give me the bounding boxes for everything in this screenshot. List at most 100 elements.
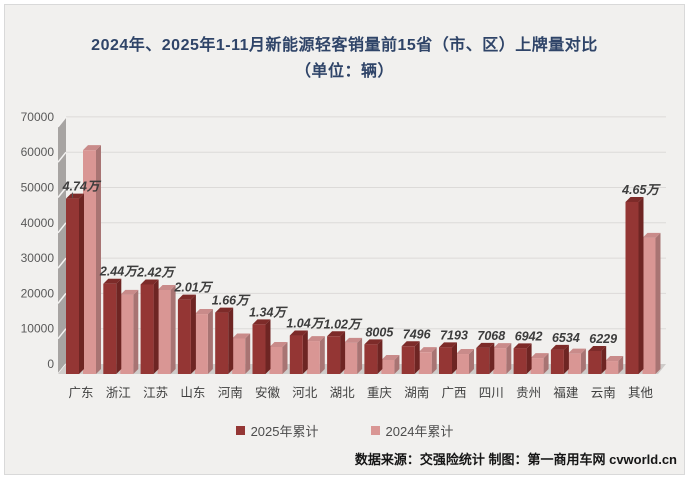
bar-2024-7-top bbox=[344, 337, 363, 343]
bar-2025-9 bbox=[401, 341, 420, 374]
chart-legend: 2025年累计 2024年累计 bbox=[0, 421, 689, 440]
bar-2024-13-side bbox=[580, 348, 586, 374]
bar-2025-7 bbox=[327, 331, 346, 374]
y-axis-label-10000: 10000 bbox=[21, 322, 55, 336]
value-label-4: 1.66万 bbox=[212, 294, 251, 308]
bar-group-12: 6942 bbox=[513, 329, 549, 374]
bar-2025-6-top bbox=[289, 330, 308, 336]
wall-tick-20000 bbox=[57, 292, 67, 304]
source-note: 数据来源：交强险统计 制图：第一商用车网 cvworld.cn bbox=[354, 452, 677, 467]
bar-group-15: 4.65万 bbox=[621, 183, 661, 374]
value-label-14: 6229 bbox=[589, 332, 617, 346]
value-label-1: 2.44万 bbox=[99, 265, 139, 279]
bar-2024-10-top bbox=[456, 349, 474, 355]
wall-tick-30000 bbox=[57, 257, 67, 269]
bar-2025-2 bbox=[140, 279, 159, 374]
bar-2025-6 bbox=[289, 330, 308, 374]
bar-2024-15-front bbox=[642, 237, 656, 374]
chart-title-line2: （单位：辆） bbox=[294, 62, 394, 80]
bar-2025-15-side bbox=[638, 196, 644, 374]
bar-2024-4-front bbox=[232, 338, 246, 374]
category-label-12: 贵州 bbox=[516, 386, 541, 400]
bar-2024-12 bbox=[530, 353, 549, 374]
bar-2025-7-side bbox=[340, 331, 346, 374]
bar-group-3: 2.01万 bbox=[173, 281, 214, 374]
bar-2024-4-side bbox=[245, 333, 251, 374]
bar-2025-9-side bbox=[414, 341, 420, 374]
legend-item-2024: 2024年累计 bbox=[370, 421, 453, 440]
bar-2025-5 bbox=[252, 319, 271, 374]
bar-2025-0-side bbox=[79, 193, 84, 374]
bar-2025-8-front bbox=[364, 344, 378, 374]
bar-group-6: 1.04万 bbox=[286, 317, 326, 374]
bar-2024-3-top bbox=[194, 309, 213, 315]
bar-2025-5-top bbox=[252, 319, 271, 325]
bar-2024-8-front bbox=[381, 359, 395, 374]
value-label-7: 1.02万 bbox=[324, 317, 363, 331]
legend-label-2025: 2025年累计 bbox=[250, 424, 319, 439]
bar-2025-12 bbox=[513, 343, 532, 374]
bar-2024-1-top bbox=[120, 289, 139, 295]
bar-2024-8-top bbox=[381, 354, 400, 360]
bar-2024-6-side bbox=[319, 336, 325, 374]
value-label-8: 8005 bbox=[365, 325, 394, 339]
bar-2025-6-side bbox=[302, 330, 308, 374]
value-label-15: 4.65万 bbox=[621, 183, 661, 197]
bar-2024-8-side bbox=[394, 354, 400, 374]
wall-tick-60000 bbox=[57, 151, 67, 163]
bar-2024-8 bbox=[381, 354, 400, 374]
bar-2024-12-top bbox=[530, 353, 549, 359]
bar-group-8: 8005 bbox=[364, 325, 400, 374]
bar-2024-1-front bbox=[120, 294, 134, 374]
bar-2024-7-side bbox=[357, 337, 363, 374]
y-axis-label-30000: 30000 bbox=[21, 251, 55, 265]
legend-swatch-2024-icon bbox=[370, 426, 380, 435]
bar-2025-4 bbox=[215, 307, 234, 374]
bar-2024-0 bbox=[83, 145, 101, 374]
bar-2024-9-top bbox=[418, 347, 437, 353]
y-axis-label-70000: 70000 bbox=[21, 110, 55, 124]
bar-2025-1-top bbox=[103, 278, 122, 284]
bar-2024-6-top bbox=[306, 336, 325, 342]
bar-2024-0-side bbox=[96, 145, 101, 374]
bar-2025-0-front bbox=[66, 198, 79, 374]
bar-2025-5-front bbox=[252, 324, 266, 374]
bar-2025-13-side bbox=[563, 344, 569, 374]
bar-2024-9-side bbox=[431, 347, 437, 374]
bar-2025-10-front bbox=[439, 347, 452, 374]
value-label-2: 2.42万 bbox=[136, 265, 176, 279]
bar-2024-11-front bbox=[493, 348, 507, 374]
bar-group-7: 1.02万 bbox=[324, 317, 363, 374]
bar-2024-12-side bbox=[543, 353, 549, 374]
category-label-15: 其他 bbox=[628, 386, 654, 400]
bar-2024-15-top bbox=[642, 232, 661, 238]
bar-group-5: 1.34万 bbox=[249, 305, 288, 374]
bar-2024-5-top bbox=[269, 341, 288, 347]
bar-2025-10-side bbox=[452, 342, 457, 374]
bar-2025-15-front bbox=[625, 201, 639, 374]
value-label-0: 4.74万 bbox=[62, 180, 102, 194]
bar-2024-14 bbox=[605, 356, 624, 374]
bar-2025-14-front bbox=[588, 350, 602, 374]
bar-2024-10-front bbox=[456, 354, 469, 374]
category-label-3: 山东 bbox=[180, 386, 205, 400]
bar-2025-3-front bbox=[177, 299, 191, 374]
bar-2024-1 bbox=[120, 289, 139, 374]
bar-2024-14-front bbox=[605, 361, 619, 374]
y-axis-label-60000: 60000 bbox=[21, 145, 55, 159]
bar-2024-12-front bbox=[530, 358, 544, 374]
bar-2025-2-front bbox=[140, 284, 154, 374]
bar-2025-8 bbox=[364, 339, 383, 374]
bar-2025-12-side bbox=[526, 343, 532, 374]
category-label-4: 河南 bbox=[218, 385, 243, 400]
bar-2024-11-top bbox=[493, 343, 512, 349]
category-label-10: 广西 bbox=[441, 386, 466, 400]
bar-2025-15 bbox=[625, 196, 644, 374]
value-label-12: 6942 bbox=[515, 329, 543, 343]
category-label-8: 重庆 bbox=[367, 385, 393, 400]
bar-2024-13-front bbox=[567, 353, 581, 374]
value-label-10: 7193 bbox=[440, 328, 468, 342]
bar-2024-9-front bbox=[418, 352, 432, 374]
bar-2025-8-top bbox=[364, 339, 383, 345]
category-label-2: 江苏 bbox=[143, 385, 168, 400]
